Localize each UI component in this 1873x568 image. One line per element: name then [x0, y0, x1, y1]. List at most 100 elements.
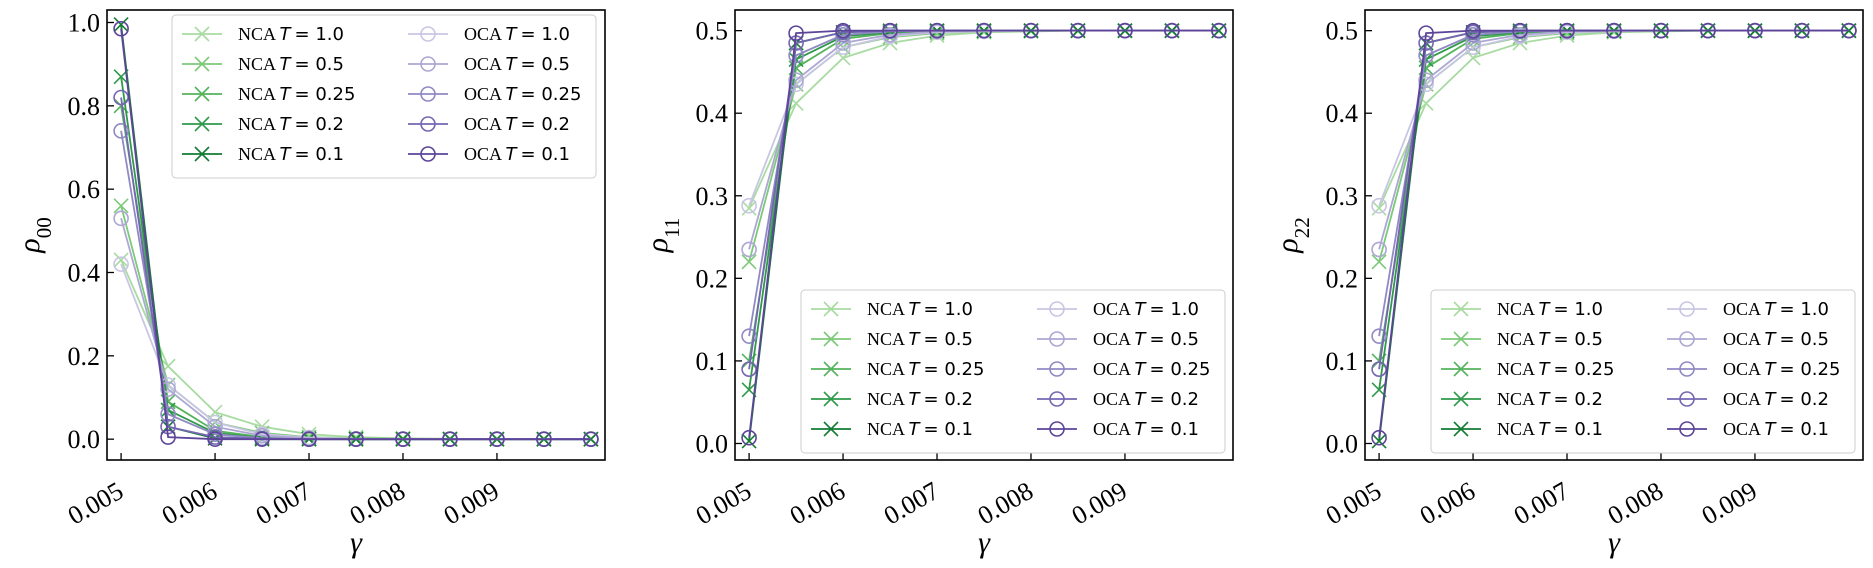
legend-marker-x-icon	[823, 331, 839, 347]
legend-label-param: T	[909, 299, 922, 320]
legend-entry-nca_0-5: NCA T = 0.5	[1441, 329, 1603, 350]
legend-label-param: T	[1765, 419, 1778, 440]
legend-label: OCA T = 1.0	[1093, 299, 1199, 320]
data-point	[113, 198, 129, 214]
legend-label-value: = 0.2	[1780, 389, 1829, 410]
data-point	[835, 35, 851, 51]
x-tick-label: 0.006	[785, 476, 850, 530]
legend-label-prefix: OCA	[464, 144, 506, 164]
y-tick-label: 0.6	[68, 175, 101, 204]
legend-entry-nca_1-0: NCA T = 1.0	[182, 24, 344, 45]
legend-entry-nca_0-2: NCA T = 0.2	[1441, 389, 1603, 410]
x-tick-label: 0.009	[1697, 476, 1762, 530]
x-tick-label: 0.009	[1067, 476, 1132, 530]
legend-entry-oca_0-2: OCA T = 0.2	[408, 114, 570, 135]
data-point	[113, 210, 129, 227]
data-point-stroke-b	[741, 382, 757, 398]
y-tick-label: 0.0	[696, 429, 729, 458]
legend-label-value: = 1.0	[521, 24, 570, 45]
legend-label: OCA T = 1.0	[1723, 299, 1829, 320]
data-point	[1418, 72, 1434, 88]
data-point	[741, 433, 757, 449]
legend-entry-nca_0-5: NCA T = 0.5	[182, 54, 344, 75]
data-point	[160, 377, 176, 393]
y-tick-label: 0.2	[1326, 264, 1359, 293]
legend-marker-x-icon-stroke-b	[194, 146, 210, 162]
legend-entry-oca_0-1: OCA T = 0.1	[1037, 419, 1199, 440]
series-line	[1378, 29, 1849, 438]
legend-marker-x-icon	[194, 26, 210, 42]
y-axis-label: ρ00	[13, 217, 56, 253]
series-nca_0-5	[741, 23, 1227, 270]
legend-marker-circle-icon	[1679, 421, 1695, 437]
legend-label-value: = 0.5	[924, 329, 973, 350]
legend-marker-circle-icon	[1049, 301, 1065, 317]
legend-entry-oca_0-1: OCA T = 0.1	[408, 144, 570, 165]
series-oca_1-0	[1371, 22, 1857, 214]
data-point	[835, 22, 851, 39]
data-point	[1465, 39, 1481, 55]
legend-label-value: = 0.25	[521, 84, 582, 105]
legend-label-value: = 0.1	[924, 419, 973, 440]
legend-marker-circle-icon	[1049, 331, 1065, 347]
legend-label-param: T	[909, 389, 922, 410]
legend-marker-x-icon-stroke-b	[823, 421, 839, 437]
x-tick-label: 0.005	[1321, 476, 1386, 530]
legend-label-param: T	[506, 114, 519, 135]
series-line	[120, 218, 591, 441]
data-point-stroke-b	[1371, 254, 1387, 270]
legend-entry-oca_0-2: OCA T = 0.2	[1667, 389, 1829, 410]
legend-marker-x-icon-stroke-b	[194, 86, 210, 102]
legend-marker-circle-icon	[420, 56, 436, 72]
legend-label-value: = 0.1	[1554, 419, 1603, 440]
legend-label: NCA T = 1.0	[1497, 299, 1603, 320]
legend-label-value: = 0.5	[1780, 329, 1829, 350]
x-tick-label: 0.008	[345, 476, 410, 530]
data-point-stroke-b	[788, 95, 804, 111]
y-axis-label: ρ22	[1271, 217, 1314, 253]
legend-marker-x-icon	[194, 56, 210, 72]
x-tick-label: 0.006	[1415, 476, 1480, 530]
legend-label-param: T	[1135, 299, 1148, 320]
data-point	[929, 22, 945, 39]
data-point	[1700, 22, 1716, 39]
legend-label-value: = 0.2	[1150, 389, 1199, 410]
legend-label-param: T	[506, 144, 519, 165]
series-line	[748, 29, 1219, 250]
series-nca_0-5	[113, 198, 599, 447]
legend-label-value: = 0.25	[1150, 359, 1211, 380]
series-line	[120, 259, 591, 441]
y-axis-label-symbol: ρ	[1271, 238, 1304, 253]
data-point	[1559, 22, 1575, 39]
data-point	[1418, 76, 1434, 93]
data-point	[113, 89, 129, 106]
chart-panel-1: 0.005 0.006 0.007 0.008 0.009 0.0 0.2 0.4 0.6 0.8…	[13, 9, 606, 559]
legend-marker-x-icon	[823, 391, 839, 407]
y-tick-label: 0.1	[1326, 347, 1359, 376]
legend-marker-x-icon-stroke-b	[194, 116, 210, 132]
data-point	[788, 76, 804, 93]
legend-label-param: T	[1539, 359, 1552, 380]
data-point	[1606, 22, 1622, 39]
chart-panel-2: 0.005 0.006 0.007 0.008 0.009 0.0 0.1 0.2 0.3 0.4…	[641, 9, 1234, 559]
data-point	[160, 429, 176, 445]
legend-label-param: T	[1135, 329, 1148, 350]
x-tick-label: 0.005	[691, 476, 756, 530]
legend-marker-x-icon	[1453, 301, 1469, 317]
legend-marker-x-icon-stroke-b	[1453, 421, 1469, 437]
legend-marker-x-icon	[194, 146, 210, 162]
series-line	[1378, 29, 1849, 250]
legend-entry-oca_1-0: OCA T = 1.0	[408, 24, 570, 45]
legend-marker-x-icon	[823, 361, 839, 377]
axes-frame	[106, 9, 606, 461]
legend-box	[171, 14, 597, 179]
x-tick-label: 0.005	[63, 476, 128, 530]
series-oca_1-0	[113, 256, 599, 447]
data-point-stroke-b	[113, 198, 129, 214]
y-tick-label: 0.4	[696, 99, 729, 128]
legend-label-prefix: OCA	[1093, 299, 1135, 319]
data-point	[113, 123, 129, 139]
legend-label-param: T	[1765, 389, 1778, 410]
data-point	[1211, 22, 1227, 39]
y-tick-label: 0.2	[696, 264, 729, 293]
